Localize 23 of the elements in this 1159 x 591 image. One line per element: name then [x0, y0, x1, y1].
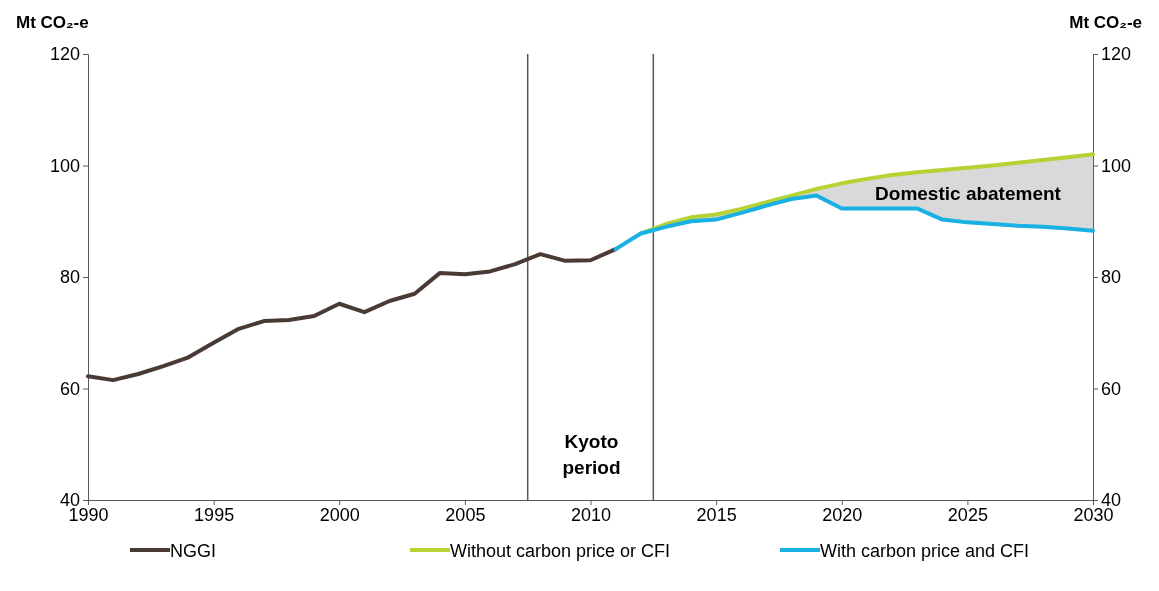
y2-axis-title: Mt CO₂-e: [1069, 13, 1142, 32]
x-tick-label: 2005: [445, 504, 486, 525]
y2-tick-label: 120: [1101, 44, 1132, 65]
y-tick-label: 60: [59, 378, 80, 399]
y2-tick-label: 80: [1101, 267, 1122, 288]
y2-tick-label: 100: [1101, 155, 1132, 176]
y-tick-label: 120: [49, 44, 80, 65]
x-tick-label: 2025: [947, 504, 988, 525]
x-tick-label: 2015: [696, 504, 737, 525]
y-axis-title: Mt CO₂-e: [16, 13, 89, 32]
legend-label: Without carbon price or CFI: [450, 541, 671, 561]
line-series: [86, 247, 618, 383]
x-tick-label: 2010: [570, 504, 612, 525]
x-tick-label: 2000: [319, 504, 360, 525]
annotation: Kyoto period: [562, 431, 621, 478]
x-tick-label: 2020: [822, 504, 863, 525]
x-tick-label: 1995: [194, 504, 235, 525]
y-tick-label: 100: [49, 155, 80, 176]
y-tick-label: 80: [59, 267, 80, 288]
legend-label: With carbon price and CFI: [820, 541, 1030, 561]
annotation: Domestic abatement: [875, 183, 1062, 204]
legend-label: NGGI: [170, 541, 217, 561]
y2-tick-label: 60: [1101, 378, 1122, 399]
